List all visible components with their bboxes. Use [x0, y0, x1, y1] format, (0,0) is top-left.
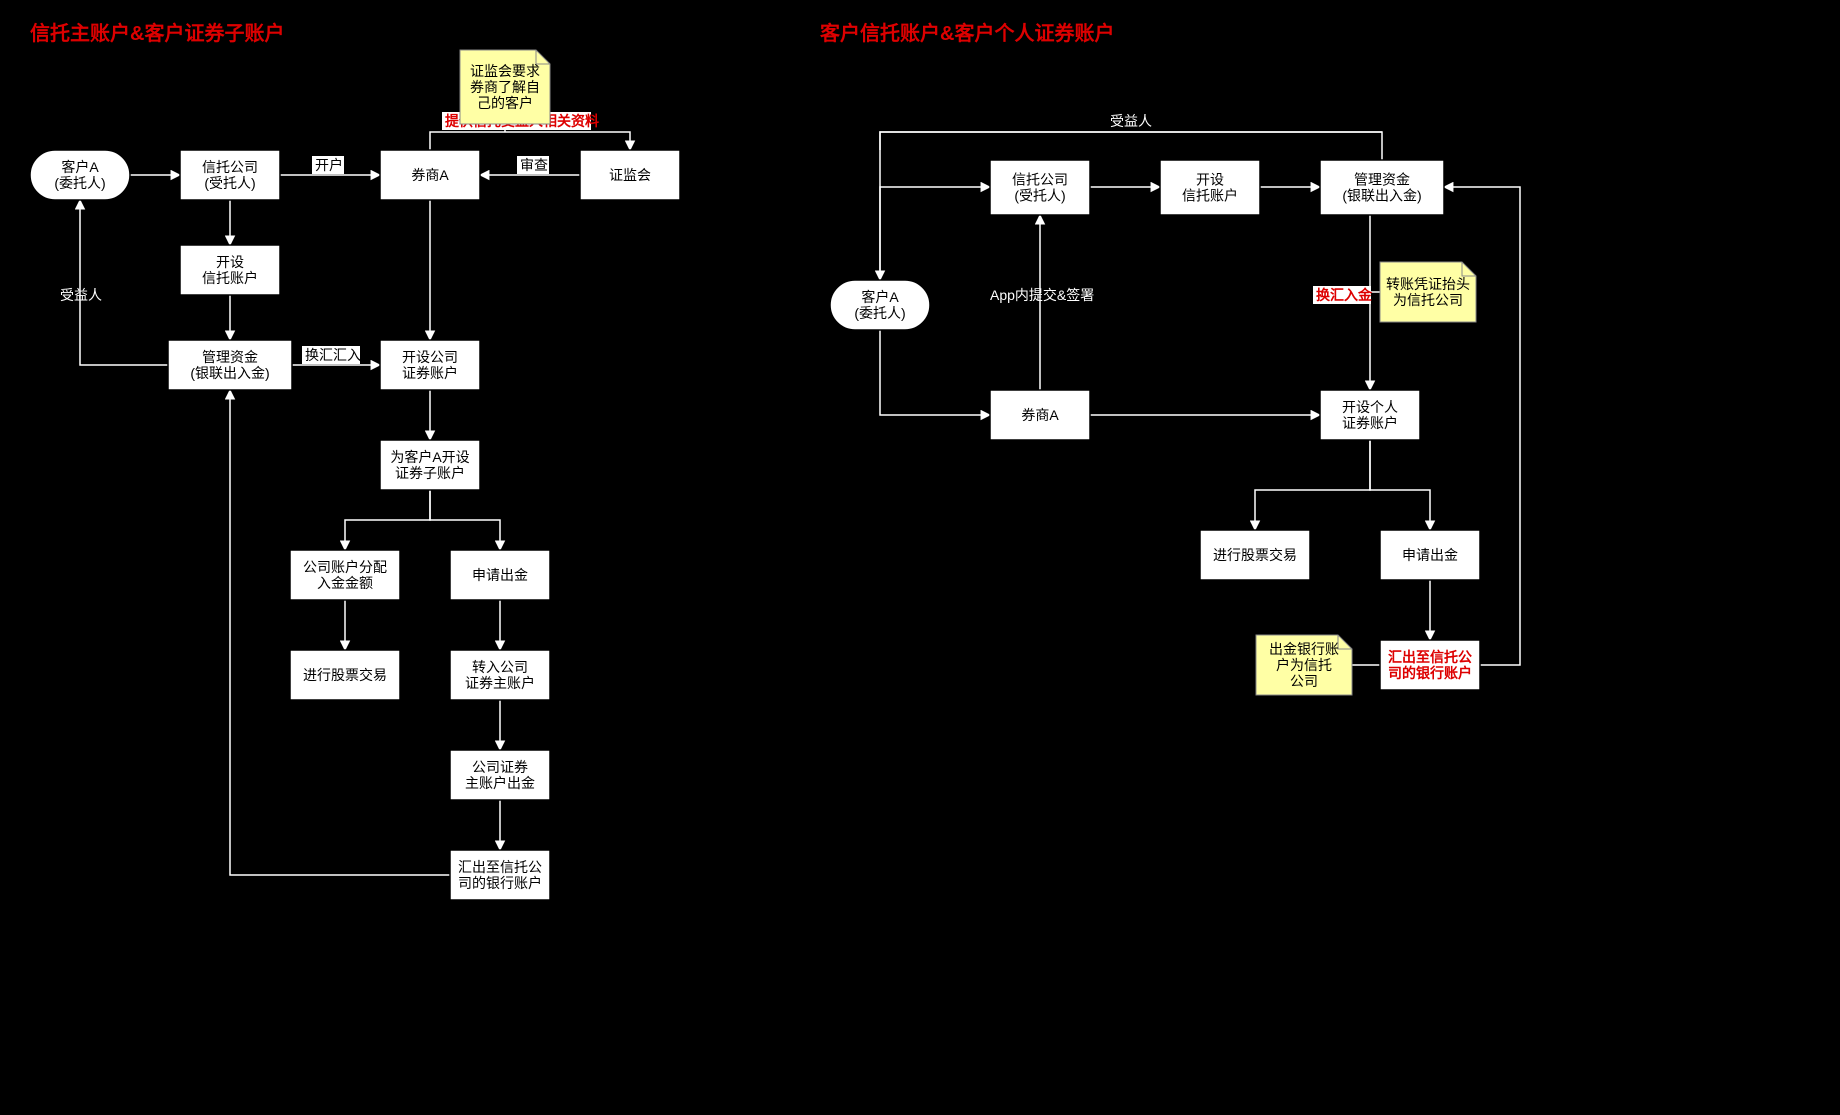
flow-node: 证监会 [580, 150, 680, 200]
flow-edge [880, 330, 990, 415]
node-label: 信托账户 [202, 270, 258, 286]
node-label: 券商A [411, 167, 449, 183]
node-label: (受托人) [204, 175, 255, 191]
flow-edge [430, 132, 630, 150]
flow-node: 进行股票交易 [290, 650, 400, 700]
node-label: 入金金额 [317, 575, 373, 591]
flow-node: 开设公司证券账户 [380, 340, 480, 390]
flow-node: 客户A(委托人) [830, 280, 930, 330]
diagram-title: 信托主账户&客户证券子账户 [30, 21, 284, 45]
node-label: 公司证券 [472, 759, 528, 775]
flow-node: 汇出至信托公司的银行账户 [1380, 640, 1480, 690]
node-label: (受托人) [1014, 188, 1065, 204]
flow-node: 信托公司(受托人) [990, 160, 1090, 215]
node-label: 申请出金 [472, 567, 528, 583]
node-label: 客户A [61, 159, 99, 175]
flow-node: 管理资金(银联出入金) [168, 340, 292, 390]
node-label: (银联出入金) [190, 365, 269, 381]
node-label: (银联出入金) [1342, 188, 1421, 204]
flow-node: 券商A [990, 390, 1090, 440]
node-label: 开设 [1196, 172, 1224, 188]
node-label: 信托公司 [1012, 172, 1068, 188]
node-label: 司的银行账户 [458, 875, 542, 891]
node-label: 为信托公司 [1393, 292, 1463, 308]
node-label: 申请出金 [1402, 547, 1458, 563]
node-label: 管理资金 [202, 349, 258, 365]
flow-node: 开设信托账户 [180, 245, 280, 295]
flow-node: 公司证券主账户出金 [450, 750, 550, 800]
flow-node: 客户A(委托人) [30, 150, 130, 200]
node-label: 客户A [861, 289, 899, 305]
edge-label: 审查 [520, 157, 548, 173]
node-label: 证监会 [609, 167, 651, 183]
flow-node: 出金银行账户为信托公司 [1256, 635, 1352, 695]
node-label: 汇出至信托公 [458, 859, 542, 875]
flow-edge [880, 132, 1382, 160]
flow-edge [430, 490, 500, 550]
node-label: 汇出至信托公 [1388, 649, 1472, 665]
flow-node: 转入公司证券主账户 [450, 650, 550, 700]
flow-node: 为客户A开设证券子账户 [380, 440, 480, 490]
flow-node: 信托公司(受托人) [180, 150, 280, 200]
node-label: 证监会要求 [470, 63, 540, 79]
flow-node: 管理资金(银联出入金) [1320, 160, 1444, 215]
node-label: 信托账户 [1182, 188, 1238, 204]
node-label: 开设个人 [1342, 399, 1398, 415]
node-label: 户为信托 [1276, 657, 1332, 673]
edge-label: 换汇入金 [1316, 287, 1373, 303]
node-label: 转账凭证抬头 [1386, 276, 1470, 292]
flow-node: 公司账户分配入金金额 [290, 550, 400, 600]
node-label: 券商A [1021, 407, 1059, 423]
flow-edge [345, 490, 430, 550]
flow-node: 券商A [380, 150, 480, 200]
node-label: 己的客户 [477, 95, 533, 111]
node-label: 券商了解自 [470, 79, 540, 95]
node-label: 证券账户 [402, 365, 458, 381]
node-label: 证券子账户 [395, 465, 465, 481]
diagram-title: 客户信托账户&客户个人证券账户 [819, 21, 1114, 45]
edge-label: 受益人 [1110, 113, 1152, 129]
flow-node: 转账凭证抬头为信托公司 [1380, 262, 1476, 322]
edge-label: 受益人 [60, 287, 102, 303]
flow-edge [880, 132, 1382, 280]
node-label: 信托公司 [202, 159, 258, 175]
node-label: 转入公司 [472, 659, 528, 675]
flow-edge [80, 200, 168, 365]
node-label: 司的银行账户 [1388, 665, 1472, 681]
flow-node: 进行股票交易 [1200, 530, 1310, 580]
flow-edge [1370, 440, 1430, 530]
flow-node: 开设个人证券账户 [1320, 390, 1420, 440]
flow-node: 汇出至信托公司的银行账户 [450, 850, 550, 900]
node-label: 为客户A开设 [390, 449, 469, 465]
flow-node: 证监会要求券商了解自己的客户 [460, 50, 550, 124]
flow-edge [1444, 187, 1520, 665]
node-label: (委托人) [854, 305, 905, 321]
node-label: 公司账户分配 [303, 559, 387, 575]
node-label: 主账户出金 [465, 775, 535, 791]
flow-edge [1255, 440, 1370, 530]
node-label: 证券账户 [1342, 415, 1398, 431]
flow-edge [880, 187, 990, 280]
node-label: 管理资金 [1354, 172, 1410, 188]
edge-label: 换汇汇入 [305, 347, 361, 363]
node-label: 开设 [216, 254, 244, 270]
node-label: 进行股票交易 [303, 667, 387, 683]
node-label: 公司 [1290, 673, 1318, 689]
flow-node: 申请出金 [450, 550, 550, 600]
flow-node: 开设信托账户 [1160, 160, 1260, 215]
edge-label: 开户 [315, 157, 343, 173]
node-label: (委托人) [54, 175, 105, 191]
edge-label: App内提交&签署 [990, 287, 1094, 303]
node-label: 开设公司 [402, 349, 458, 365]
node-label: 出金银行账 [1269, 641, 1339, 657]
node-label: 证券主账户 [465, 675, 535, 691]
flow-node: 申请出金 [1380, 530, 1480, 580]
node-label: 进行股票交易 [1213, 547, 1297, 563]
